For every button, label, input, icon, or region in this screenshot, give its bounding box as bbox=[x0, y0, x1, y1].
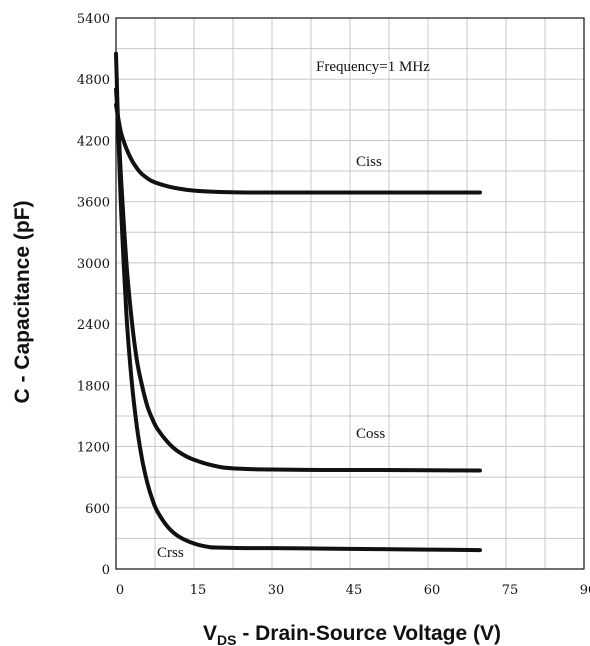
y-tick-labels: 0 600 1200 1800 2400 3000 3600 4200 4800 5400 bbox=[77, 12, 110, 578]
y-tick-label: 5400 bbox=[77, 12, 110, 27]
series-line-ciss bbox=[114, 102, 482, 195]
y-tick-label: 2400 bbox=[77, 318, 110, 333]
x-tick-label: 45 bbox=[346, 583, 363, 598]
x-tick-label: 0 bbox=[116, 583, 124, 598]
series-label-ciss: Ciss bbox=[356, 154, 382, 170]
plot-frame bbox=[115, 17, 585, 570]
y-tick-label: 4800 bbox=[77, 73, 110, 88]
x-axis-title-rest: - Drain-Source Voltage (V) bbox=[236, 622, 500, 645]
series-label-crss: Crss bbox=[157, 545, 184, 561]
x-axis-title-sub: DS bbox=[217, 632, 236, 646]
x-tick-label: 30 bbox=[268, 583, 285, 598]
x-tick-label: 90 bbox=[580, 583, 590, 598]
x-tick-labels: 0 15 30 45 60 75 90 bbox=[116, 583, 590, 598]
y-tick-label: 3000 bbox=[77, 257, 110, 272]
y-tick-label: 0 bbox=[102, 563, 110, 578]
series-label-coss: Coss bbox=[356, 426, 385, 442]
y-axis-title: C - Capacitance (pF) bbox=[11, 200, 34, 403]
x-axis-title-v: V bbox=[203, 622, 217, 645]
series-line-coss bbox=[114, 87, 482, 473]
y-tick-label: 3600 bbox=[77, 196, 110, 211]
x-tick-label: 75 bbox=[502, 583, 519, 598]
y-tick-label: 1200 bbox=[77, 441, 110, 456]
frequency-annotation: Frequency=1 MHz bbox=[316, 59, 430, 75]
y-tick-label: 600 bbox=[85, 502, 110, 517]
x-tick-label: 15 bbox=[190, 583, 207, 598]
series-line-crss bbox=[114, 51, 482, 553]
x-tick-label: 60 bbox=[424, 583, 441, 598]
curves bbox=[114, 51, 482, 553]
y-tick-label: 4200 bbox=[77, 134, 110, 149]
y-tick-label: 1800 bbox=[77, 379, 110, 394]
x-axis-title: VDS - Drain-Source Voltage (V) bbox=[203, 622, 501, 646]
